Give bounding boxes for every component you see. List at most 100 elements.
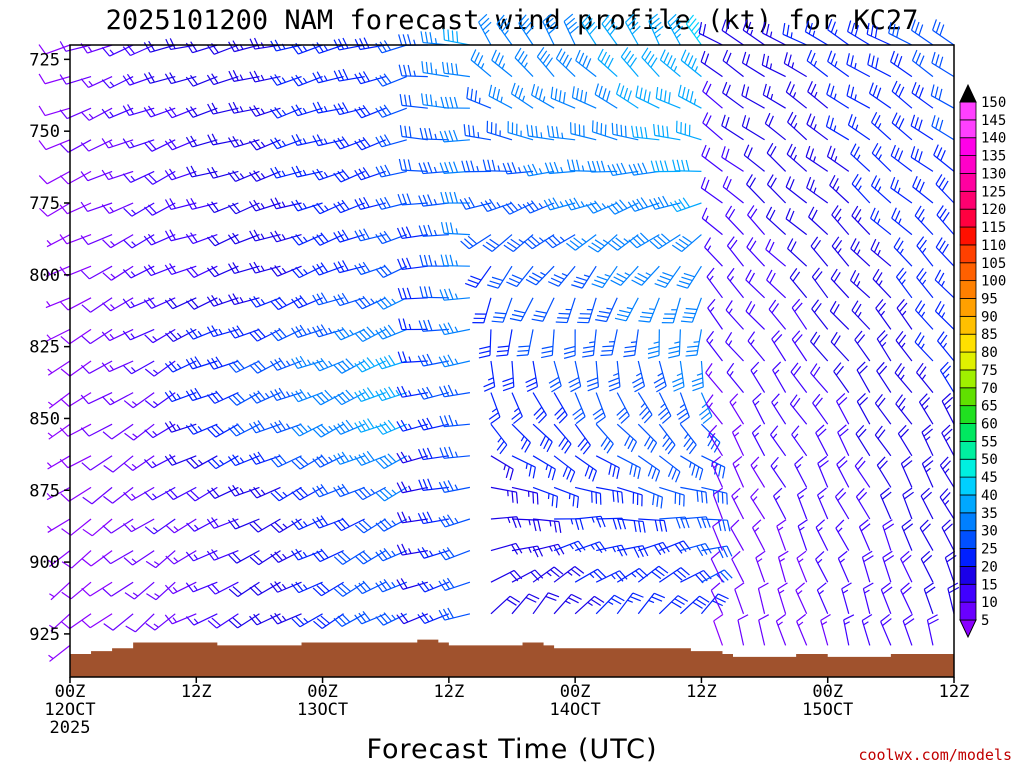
wind-barb — [745, 300, 765, 330]
wind-barb — [675, 120, 702, 141]
wind-barb — [291, 134, 323, 146]
wind-barb — [375, 264, 408, 279]
wind-barb — [440, 221, 470, 236]
wind-barb — [532, 592, 560, 615]
wind-barb — [608, 360, 621, 392]
wind-barb — [102, 423, 134, 440]
wind-barb — [701, 545, 733, 559]
wind-barb — [890, 177, 913, 204]
wind-barb — [333, 389, 365, 406]
wind-barb — [312, 262, 344, 276]
wind-barb — [206, 486, 239, 499]
wind-barb — [851, 205, 871, 236]
wind-barb — [547, 125, 576, 141]
wind-barb — [60, 360, 92, 377]
wind-barb — [879, 487, 892, 520]
wind-barb — [144, 486, 176, 501]
wind-barb — [876, 330, 892, 362]
wind-barb — [207, 455, 239, 470]
wind-barb — [419, 254, 449, 267]
wind-barb — [291, 455, 323, 470]
wind-barb — [592, 392, 606, 425]
wind-barb — [165, 486, 197, 501]
wind-barb — [553, 455, 576, 483]
wind-barb — [185, 581, 218, 593]
wind-barb — [185, 232, 218, 245]
wind-barb — [553, 392, 568, 424]
wind-barb — [653, 360, 667, 393]
wind-barb — [312, 515, 344, 529]
wind-barb — [876, 456, 892, 488]
wind-barb — [854, 330, 871, 362]
wind-barb — [165, 518, 197, 534]
wind-barb — [672, 360, 685, 392]
wind-barb — [511, 569, 544, 583]
wind-barb — [543, 197, 576, 211]
wind-barb — [890, 144, 913, 172]
wind-barb — [144, 170, 176, 185]
colorbar-label: 95 — [981, 291, 998, 307]
wind-barb — [418, 194, 449, 207]
wind-barb — [631, 265, 660, 286]
wind-barb — [815, 424, 829, 457]
wind-barb — [855, 488, 871, 520]
wind-barb — [185, 356, 218, 370]
wind-barb — [80, 170, 113, 182]
wind-barb — [227, 232, 260, 245]
colorbar-label: 40 — [981, 488, 998, 504]
wind-barb — [417, 580, 450, 593]
x-axis-label: Forecast Time (UTC) — [366, 734, 657, 765]
wind-barb — [851, 173, 871, 204]
wind-barb — [483, 360, 496, 392]
wind-barb — [490, 486, 519, 504]
wind-barb — [102, 518, 134, 534]
wind-barb — [144, 202, 176, 216]
wind-barb — [439, 288, 470, 301]
wind-barb — [858, 519, 871, 551]
wind-barb — [755, 550, 766, 583]
wind-barb — [103, 455, 134, 473]
wind-barb — [487, 265, 513, 289]
wind-barb — [810, 363, 829, 393]
wind-barb — [587, 160, 618, 173]
wind-barb — [101, 138, 134, 149]
wind-barb — [616, 592, 644, 615]
wind-barb — [102, 581, 134, 597]
wind-barb — [700, 50, 723, 78]
wind-barb — [610, 265, 639, 286]
wind-barb — [777, 582, 788, 614]
wind-barb — [657, 392, 672, 424]
wind-barb — [758, 614, 770, 646]
x-tick-label: 12Z — [433, 682, 464, 702]
wind-barb — [701, 486, 728, 505]
wind-barb — [227, 484, 260, 497]
wind-barb — [585, 200, 618, 214]
wind-barb — [795, 582, 808, 615]
wind-barb — [463, 124, 492, 141]
wind-barb — [61, 581, 92, 600]
y-tick-label: 750 — [29, 122, 60, 142]
wind-barb — [737, 614, 749, 646]
wind-barb — [680, 486, 708, 504]
wind-barb — [396, 385, 428, 398]
wind-barb — [638, 297, 660, 323]
wind-barb — [312, 454, 344, 468]
wind-barb — [439, 129, 470, 143]
wind-barb — [375, 73, 407, 87]
wind-barb — [164, 198, 197, 211]
wind-barb — [918, 393, 934, 425]
wind-barb — [637, 392, 653, 424]
wind-barb — [312, 101, 344, 114]
wind-barb — [228, 359, 260, 373]
wind-barb — [291, 486, 323, 501]
wind-barb — [185, 423, 218, 435]
wind-barb — [59, 423, 92, 437]
wind-barb — [721, 146, 744, 172]
wind-barb — [785, 81, 808, 109]
wind-barb — [123, 455, 155, 472]
wind-barb — [628, 162, 660, 176]
wind-barb — [600, 329, 618, 357]
wind-barb — [574, 595, 605, 615]
colorbar-swatch — [959, 369, 977, 389]
wind-barb — [632, 360, 646, 393]
